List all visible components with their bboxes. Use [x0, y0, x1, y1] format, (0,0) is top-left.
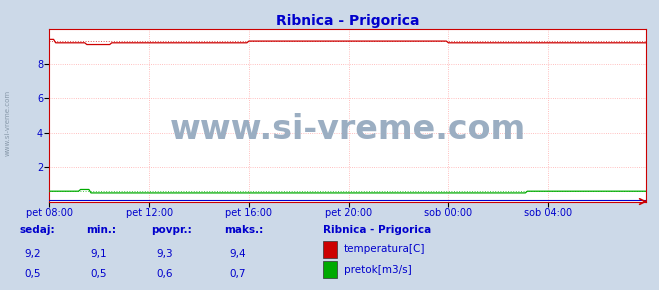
Text: 9,1: 9,1: [90, 249, 107, 259]
Text: temperatura[C]: temperatura[C]: [344, 244, 426, 254]
Text: 0,7: 0,7: [229, 269, 246, 279]
Text: 0,5: 0,5: [90, 269, 107, 279]
Title: Ribnica - Prigorica: Ribnica - Prigorica: [276, 14, 419, 28]
Text: 0,6: 0,6: [156, 269, 173, 279]
Text: 9,4: 9,4: [229, 249, 246, 259]
Text: min.:: min.:: [86, 225, 116, 235]
Text: sedaj:: sedaj:: [20, 225, 55, 235]
Text: pretok[m3/s]: pretok[m3/s]: [344, 264, 412, 275]
Text: www.si-vreme.com: www.si-vreme.com: [5, 90, 11, 156]
Text: www.si-vreme.com: www.si-vreme.com: [169, 113, 526, 146]
Text: 0,5: 0,5: [24, 269, 42, 279]
Text: 9,2: 9,2: [24, 249, 42, 259]
Text: povpr.:: povpr.:: [152, 225, 192, 235]
Text: 9,3: 9,3: [156, 249, 173, 259]
Text: maks.:: maks.:: [224, 225, 264, 235]
Text: Ribnica - Prigorica: Ribnica - Prigorica: [323, 225, 431, 235]
